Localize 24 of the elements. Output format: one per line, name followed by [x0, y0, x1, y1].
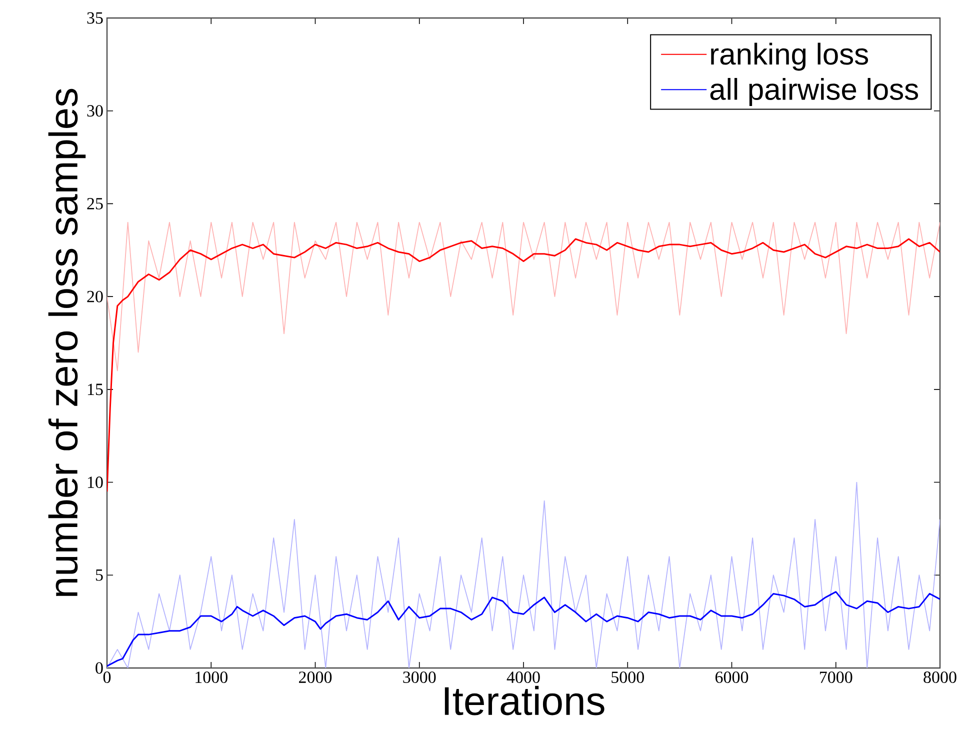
x-tick-label: 6000: [715, 672, 748, 683]
x-tick-label: 0: [103, 672, 111, 683]
y-tick-label: 30: [87, 105, 103, 117]
y-tick-label: 25: [87, 198, 103, 210]
x-tick-label: 8000: [924, 672, 956, 683]
x-tick-label: 2000: [299, 672, 332, 683]
y-tick-label: 0: [96, 662, 103, 674]
legend-label: ranking loss: [711, 42, 868, 71]
y-tick-label: 15: [88, 384, 103, 396]
line-series: [107, 482, 940, 668]
y-axis-title: number of zero loss samples: [48, 88, 86, 596]
line-series: [107, 222, 940, 372]
x-tick-label: 7000: [820, 672, 852, 683]
x-tick-label: 5000: [612, 672, 644, 683]
y-tick-label: 20: [87, 290, 103, 302]
x-tick-label: 4000: [506, 672, 540, 683]
y-tick-label: 5: [96, 569, 103, 581]
y-tick-label: 10: [88, 476, 103, 488]
legend-label: all pairwise loss: [710, 78, 918, 106]
x-tick-label: 1000: [196, 672, 228, 683]
y-tick-label: 35: [87, 12, 103, 24]
x-axis-title: Iterations: [444, 686, 604, 716]
x-tick-label: 3000: [403, 672, 436, 683]
line-series: [107, 591, 940, 667]
